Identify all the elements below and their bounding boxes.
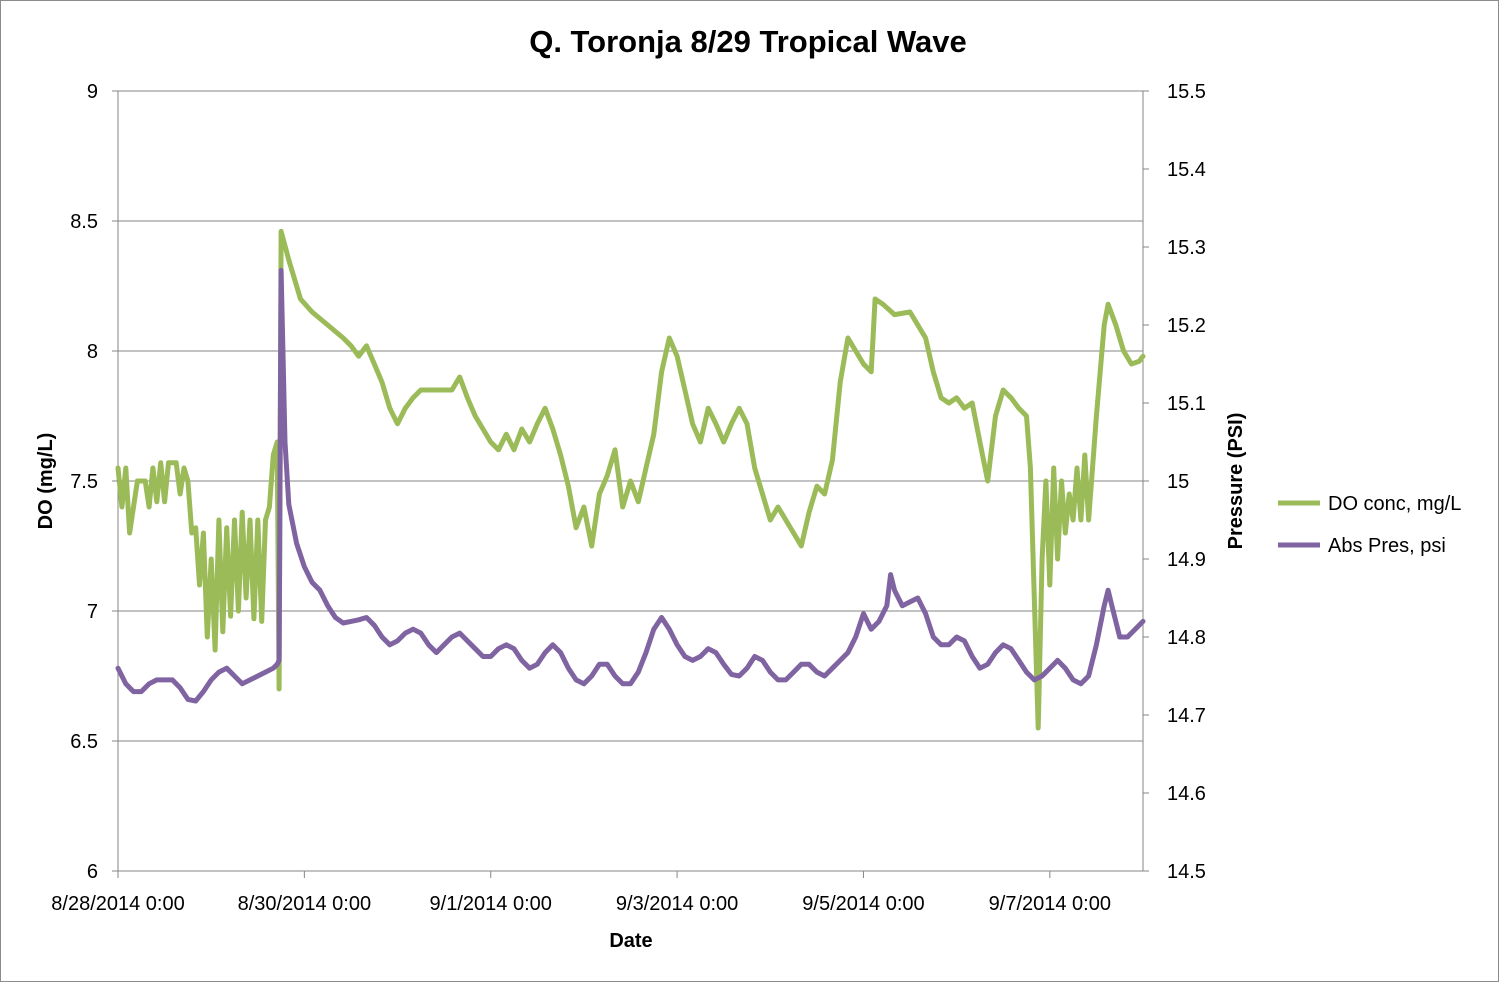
x-axis-title: Date <box>609 930 652 952</box>
legend-label: Abs Pres, psi <box>1328 535 1446 557</box>
series-line-do-conc <box>115 228 1146 731</box>
x-axis-ticks: 8/28/2014 0:00 8/30/2014 0:00 9/1/2014 0:0… <box>51 871 1111 915</box>
legend: DO conc, mg/L Abs Pres, psi <box>1278 493 1461 557</box>
y-tick-label: 8 <box>87 341 98 363</box>
y2-tick-label: 14.8 <box>1167 627 1206 649</box>
y-axis-ticks: 6 6.5 7 7.5 8 8.5 9 <box>70 81 118 883</box>
x-tick-label: 9/7/2014 0:00 <box>989 893 1111 915</box>
y2-tick-label: 15.4 <box>1167 159 1206 181</box>
series-layer <box>115 228 1146 731</box>
y-tick-label: 7 <box>87 601 98 623</box>
chart-title: Q. Toronja 8/29 Tropical Wave <box>529 24 967 59</box>
y2-tick-label: 15.5 <box>1167 81 1206 103</box>
y2-tick-label: 14.7 <box>1167 705 1206 727</box>
series-line-abs-pres <box>115 267 1146 704</box>
y2-axis-ticks: 14.5 14.6 14.7 14.8 14.9 15 15.1 15.2 15.3 15.4 15… <box>1143 81 1206 883</box>
legend-label: DO conc, mg/L <box>1328 493 1461 515</box>
y-axis-title: DO (mg/L) <box>35 433 57 530</box>
y-tick-label: 6.5 <box>70 731 98 753</box>
y2-tick-label: 15 <box>1167 471 1189 493</box>
y2-tick-label: 14.6 <box>1167 783 1206 805</box>
y2-axis-title: Pressure (PSI) <box>1225 413 1247 550</box>
y2-tick-label: 14.9 <box>1167 549 1206 571</box>
y-tick-label: 7.5 <box>70 471 98 493</box>
x-tick-label: 8/30/2014 0:00 <box>238 893 371 915</box>
y-tick-label: 8.5 <box>70 211 98 233</box>
y2-tick-label: 15.1 <box>1167 393 1206 415</box>
x-tick-label: 8/28/2014 0:00 <box>51 893 184 915</box>
y-tick-label: 6 <box>87 861 98 883</box>
x-tick-label: 9/5/2014 0:00 <box>802 893 924 915</box>
x-tick-label: 9/1/2014 0:00 <box>430 893 552 915</box>
y2-tick-label: 15.3 <box>1167 237 1206 259</box>
y2-tick-label: 15.2 <box>1167 315 1206 337</box>
y2-tick-label: 14.5 <box>1167 861 1206 883</box>
y-tick-label: 9 <box>87 81 98 103</box>
x-tick-label: 9/3/2014 0:00 <box>616 893 738 915</box>
